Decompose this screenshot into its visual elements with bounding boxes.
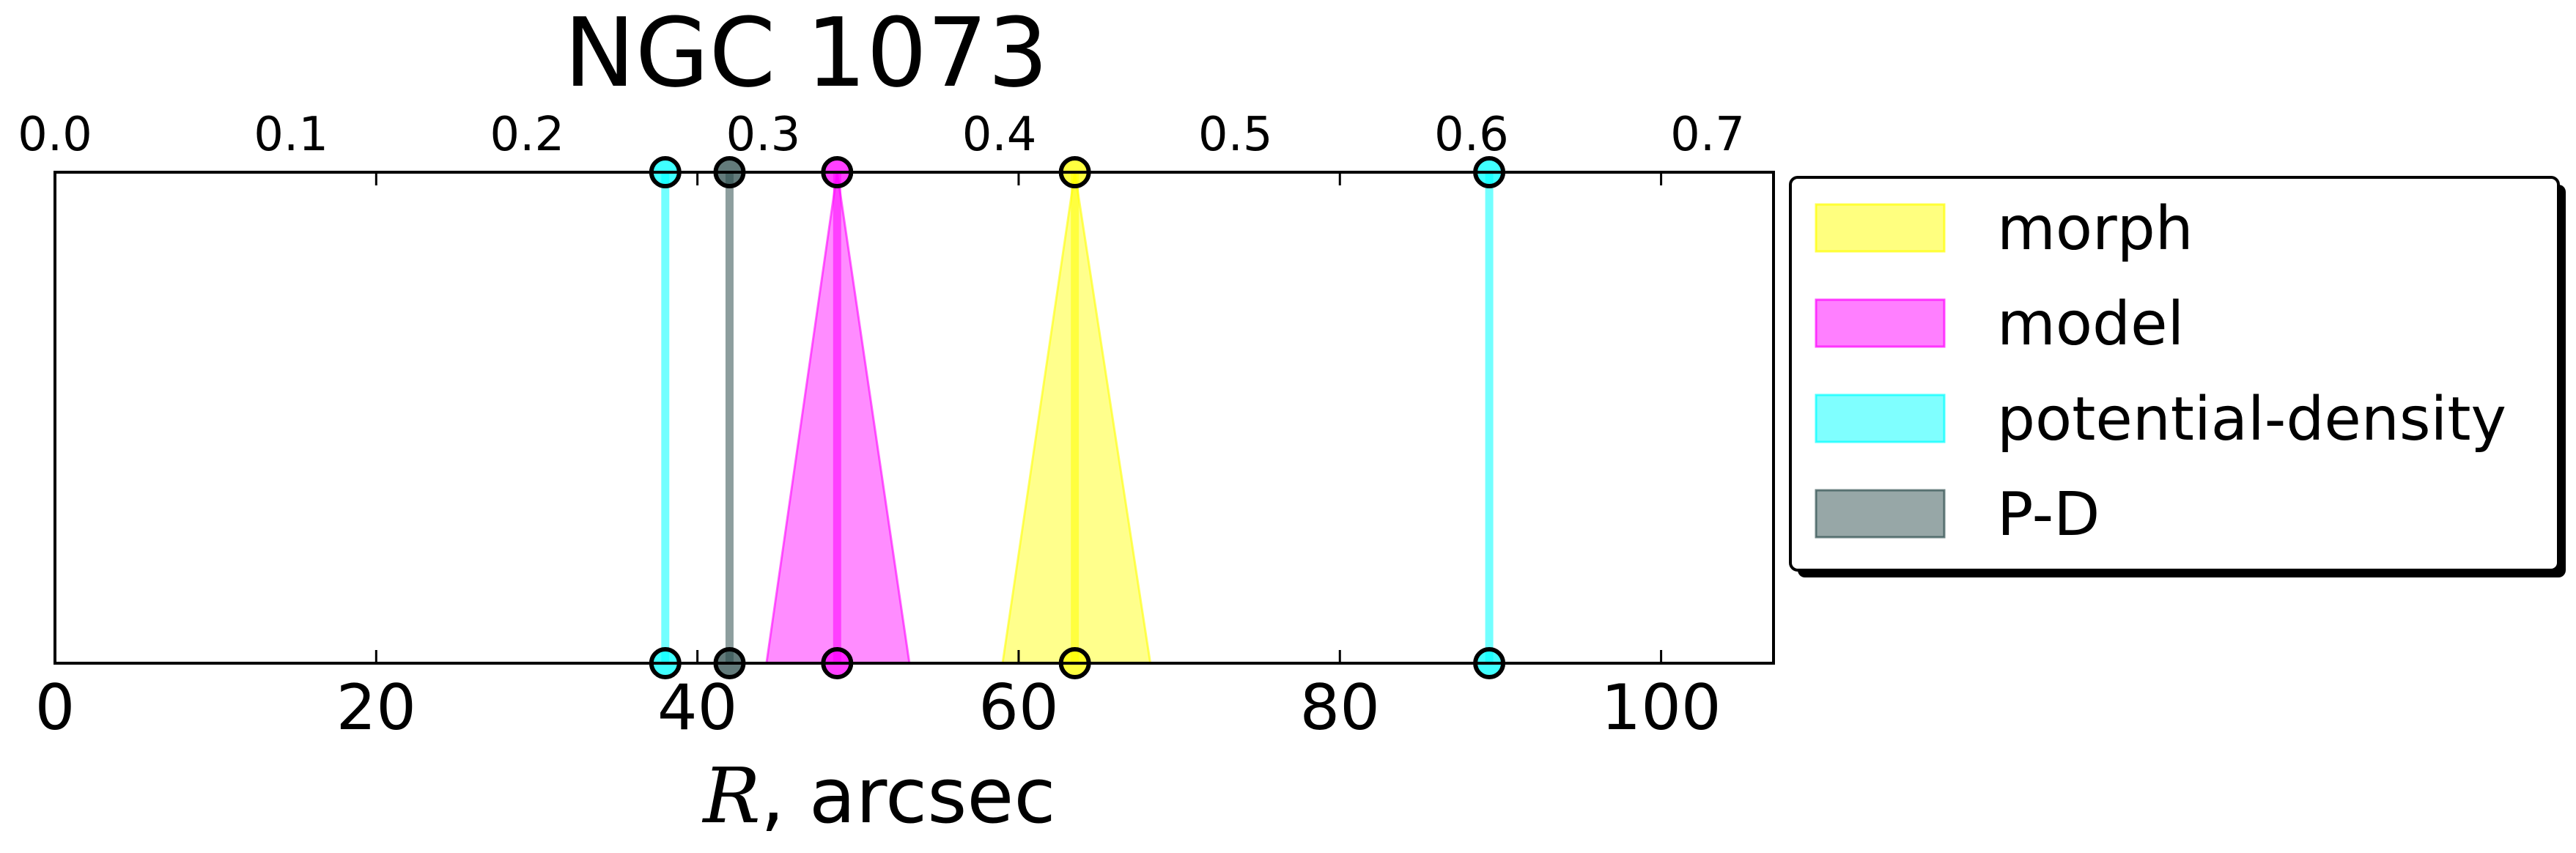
- x-tick-label: 0: [35, 671, 75, 745]
- x-axis-label: R, arcsec: [701, 751, 1055, 841]
- x-tick-label: 20: [336, 671, 416, 745]
- x-axis-label-unit: , arcsec: [761, 751, 1056, 841]
- legend-label-model: model: [1997, 289, 2184, 359]
- x-tick-label: 100: [1601, 671, 1721, 745]
- legend-label-pd: P-D: [1997, 480, 2100, 550]
- x-tick-label: 80: [1300, 671, 1380, 745]
- plot-marks: [649, 156, 1506, 679]
- legend: morph model potential-density P-D: [1789, 176, 2566, 577]
- top-x-tick-label: 0.5: [1198, 108, 1273, 162]
- top-x-tick-label: 0.2: [490, 108, 564, 162]
- top-x-tick-label: 0.4: [962, 108, 1037, 162]
- plot-frame: [53, 171, 1775, 665]
- top-x-tick-label: 0.7: [1670, 108, 1745, 162]
- x-axis-label-variable: R: [701, 751, 760, 841]
- legend-label-morph: morph: [1997, 194, 2193, 264]
- legend-swatch-pd: [1815, 489, 1946, 539]
- top-x-tick-label: 0.1: [254, 108, 328, 162]
- top-x-tick-label: 0.6: [1434, 108, 1509, 162]
- top-axis-ticks: 0.0 0.1 0.2 0.3 0.4 0.5 0.6 0.7: [18, 108, 1745, 162]
- legend-swatch-morph: [1815, 203, 1946, 253]
- legend-label-potential-density: potential-density: [1997, 385, 2506, 454]
- x-tick-label: 60: [978, 671, 1058, 745]
- x-tick-label: 40: [657, 671, 737, 745]
- chart-title: NGC 1073: [564, 0, 1049, 108]
- legend-box: [1789, 176, 2560, 572]
- bottom-axis-ticks: 0 20 40 60 80 100: [35, 172, 1721, 745]
- top-x-tick-label: 0.3: [726, 108, 801, 162]
- legend-swatch-model: [1815, 298, 1946, 348]
- legend-swatch-potential-density: [1815, 394, 1946, 443]
- top-x-tick-label: 0.0: [18, 108, 92, 162]
